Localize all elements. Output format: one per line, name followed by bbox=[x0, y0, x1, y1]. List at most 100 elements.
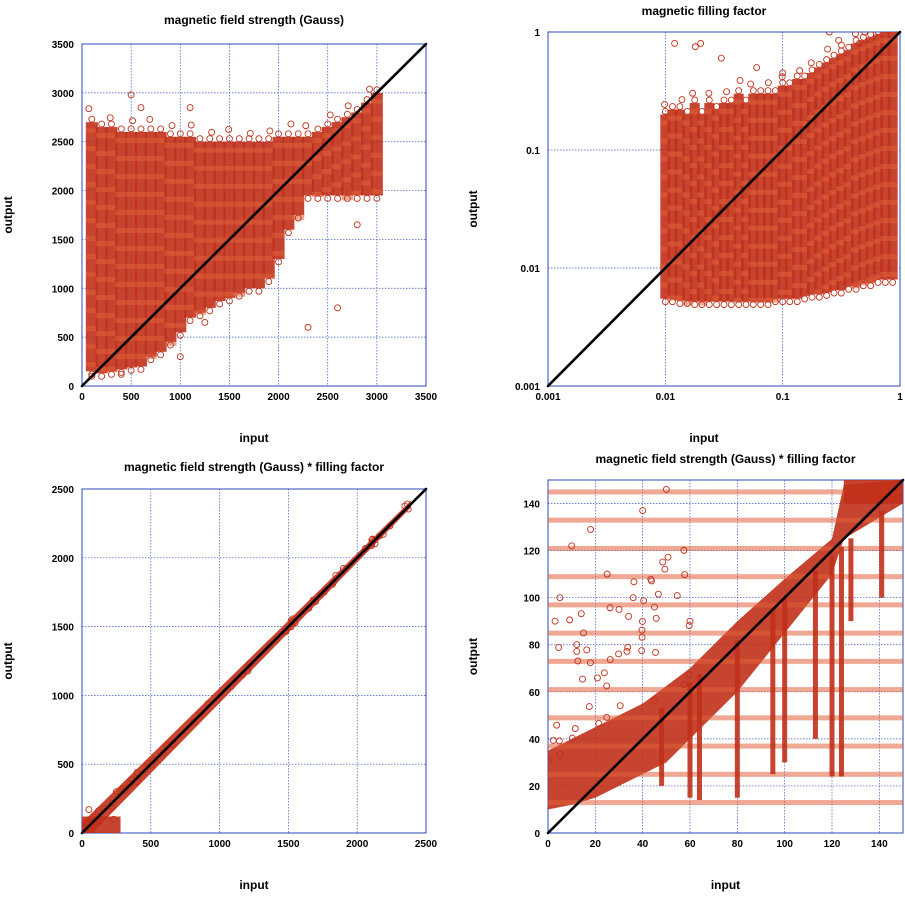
band-stripe bbox=[726, 217, 737, 223]
band-stripe bbox=[548, 602, 903, 608]
data-point bbox=[85, 105, 93, 113]
band-stripe bbox=[704, 163, 715, 169]
band-stripe bbox=[704, 271, 715, 277]
chart-title: magnetic field strength (Gauss) * fillin… bbox=[595, 452, 855, 466]
band-stripe bbox=[682, 174, 693, 180]
data-layer bbox=[85, 85, 383, 380]
data-point bbox=[186, 130, 194, 138]
band-stripe bbox=[741, 109, 752, 115]
data-band bbox=[660, 114, 671, 299]
data-point bbox=[651, 603, 658, 611]
band-stripe bbox=[282, 196, 295, 202]
band-stripe bbox=[748, 207, 759, 213]
band-stripe bbox=[763, 135, 774, 141]
data-point bbox=[680, 546, 688, 554]
data-point bbox=[639, 507, 647, 515]
band-stripe bbox=[843, 272, 854, 278]
band-stripe bbox=[748, 189, 759, 195]
band-stripe bbox=[858, 82, 869, 88]
data-point bbox=[127, 125, 135, 133]
y-tick-label: 0 bbox=[68, 382, 74, 393]
band-stripe bbox=[193, 237, 206, 243]
band-stripe bbox=[144, 299, 157, 305]
data-point bbox=[595, 719, 603, 727]
band-stripe bbox=[873, 220, 884, 226]
band-stripe bbox=[105, 169, 118, 175]
y-tick-label: 2000 bbox=[52, 554, 75, 565]
data-point bbox=[235, 292, 243, 300]
band-stripe bbox=[851, 229, 862, 235]
band-stripe bbox=[807, 168, 818, 174]
y-tick-label: 60 bbox=[529, 688, 541, 699]
band-stripe bbox=[792, 102, 803, 108]
band-stripe bbox=[851, 265, 862, 271]
data-point bbox=[266, 127, 274, 135]
data-band bbox=[733, 93, 744, 302]
band-stripe bbox=[858, 244, 869, 250]
band-stripe bbox=[733, 99, 744, 105]
band-stripe bbox=[865, 133, 876, 139]
band-stripe bbox=[829, 226, 840, 232]
data-point bbox=[302, 122, 310, 130]
data-point bbox=[573, 641, 581, 649]
data-point bbox=[197, 709, 205, 717]
band-stripe bbox=[718, 199, 729, 205]
data-point bbox=[835, 36, 843, 44]
band-stripe bbox=[660, 192, 671, 198]
band-stripe bbox=[718, 163, 729, 169]
data-band bbox=[203, 141, 216, 308]
data-band bbox=[154, 131, 167, 352]
data-point bbox=[196, 135, 204, 143]
band-stripe bbox=[154, 227, 167, 233]
band-stripe bbox=[836, 114, 847, 120]
band-stripe bbox=[873, 202, 884, 208]
band-stripe bbox=[777, 253, 788, 259]
band-stripe bbox=[164, 178, 177, 184]
band-stripe bbox=[873, 40, 884, 46]
band-stripe bbox=[704, 127, 715, 133]
band-stripe bbox=[282, 160, 295, 166]
band-stripe bbox=[704, 253, 715, 259]
band-stripe bbox=[770, 261, 781, 267]
band-stripe bbox=[689, 199, 700, 205]
band-stripe bbox=[548, 545, 903, 551]
band-stripe bbox=[548, 489, 903, 495]
data-band bbox=[233, 141, 246, 294]
band-stripe bbox=[262, 201, 275, 207]
data-spike bbox=[838, 546, 844, 777]
data-point bbox=[196, 312, 204, 320]
data-point bbox=[201, 319, 209, 326]
data-point bbox=[366, 85, 373, 93]
band-stripe bbox=[667, 295, 678, 301]
data-point bbox=[106, 114, 114, 122]
band-stripe bbox=[858, 262, 869, 268]
band-stripe bbox=[836, 78, 847, 84]
band-stripe bbox=[660, 210, 671, 216]
data-spike bbox=[770, 608, 776, 775]
band-stripe bbox=[548, 771, 903, 777]
data-point bbox=[698, 301, 706, 308]
band-stripe bbox=[667, 241, 678, 247]
band-stripe bbox=[302, 142, 315, 148]
data-point bbox=[638, 617, 646, 625]
band-stripe bbox=[755, 243, 766, 249]
band-stripe bbox=[682, 282, 693, 288]
band-stripe bbox=[674, 277, 685, 283]
band-stripe bbox=[321, 169, 334, 175]
band-stripe bbox=[784, 289, 795, 295]
band-stripe bbox=[105, 133, 118, 139]
band-stripe bbox=[223, 165, 236, 171]
data-spike bbox=[659, 707, 665, 786]
band-stripe bbox=[548, 743, 903, 749]
band-stripe bbox=[85, 308, 98, 314]
band-stripe bbox=[660, 174, 671, 180]
data-point bbox=[735, 301, 743, 308]
band-stripe bbox=[144, 335, 157, 341]
band-stripe bbox=[262, 273, 275, 279]
band-stripe bbox=[777, 199, 788, 205]
band-stripe bbox=[351, 118, 364, 124]
band-stripe bbox=[887, 128, 898, 133]
band-stripe bbox=[733, 225, 744, 231]
data-point bbox=[638, 626, 646, 634]
data-point bbox=[555, 737, 563, 745]
